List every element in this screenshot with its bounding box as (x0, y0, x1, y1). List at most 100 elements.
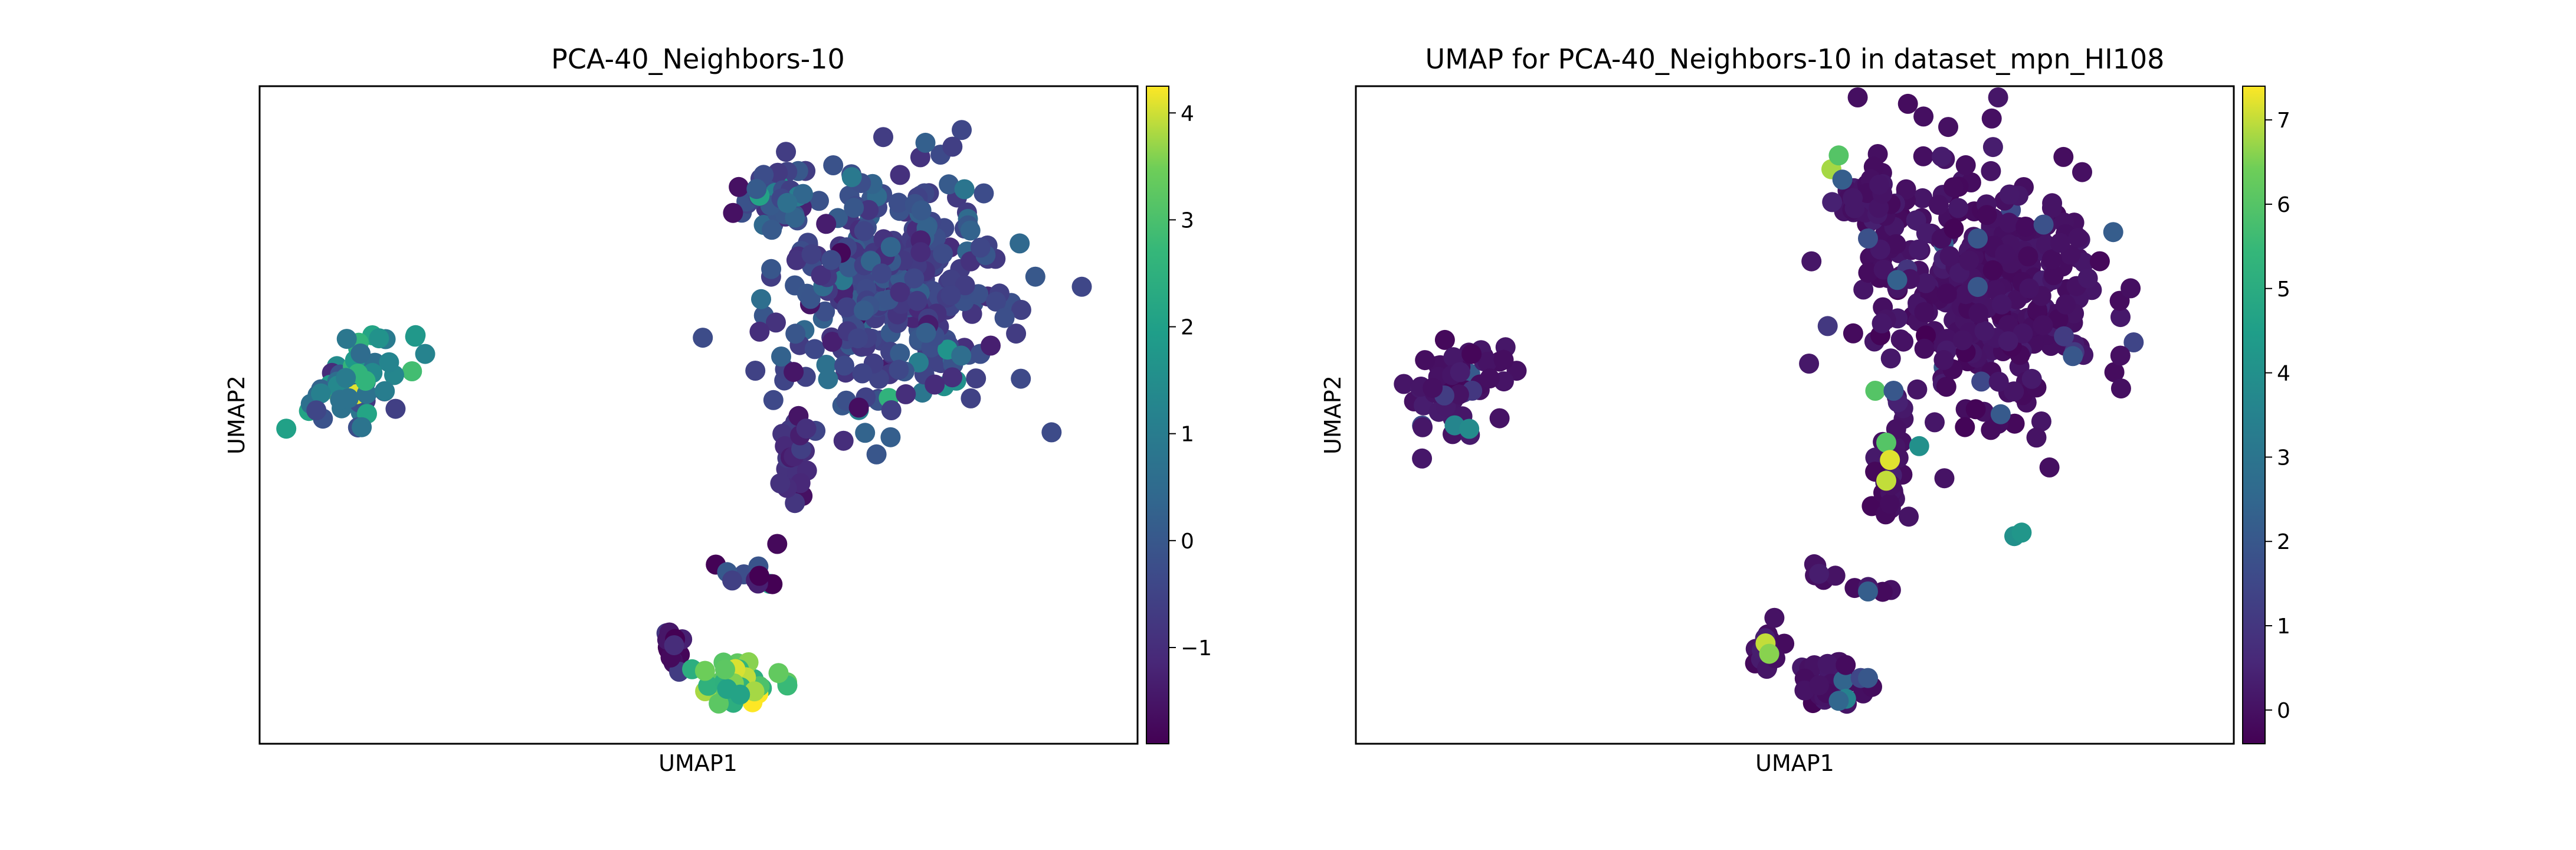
scatter-point (818, 369, 838, 390)
scatter-point (1843, 323, 1863, 344)
scatter-point (1858, 263, 1879, 283)
scatter-point (854, 300, 874, 321)
colorbar-tick-label: 6 (2277, 193, 2290, 217)
scatter-point-highlight (2033, 214, 2054, 235)
scatter-point (2041, 249, 2062, 270)
scatter-point (1041, 422, 1062, 443)
scatter-point (336, 368, 356, 388)
scatter-point (940, 285, 961, 306)
scatter-point (890, 165, 910, 185)
scatter-point (844, 198, 864, 218)
scatter-point (1896, 179, 1916, 200)
scatter-point (767, 534, 788, 554)
scatter-point (1071, 276, 1092, 297)
scatter-point (1872, 313, 1892, 334)
scatter-point (785, 207, 805, 228)
scatter-point (355, 371, 376, 391)
scatter-point (1982, 260, 2003, 280)
scatter-point (1448, 384, 1469, 405)
scatter-point (1999, 184, 2020, 205)
colorbar-tick-label: 0 (2277, 699, 2290, 723)
panel-1-colorbar: −1 0 1 2 3 4 (1146, 86, 1212, 744)
panel-1-ylabel: UMAP2 (224, 375, 250, 455)
scatter-point (800, 289, 821, 309)
colorbar-tick-label: 4 (2277, 362, 2290, 386)
panel-2-frame (1355, 85, 2235, 745)
scatter-point (2089, 251, 2110, 272)
scatter-point (1959, 250, 1979, 271)
scatter-point (1998, 331, 2018, 352)
scatter-point (2110, 378, 2131, 399)
panel-1-frame (258, 85, 1139, 745)
scatter-point (848, 328, 869, 349)
panel-1-xlabel: UMAP1 (658, 750, 738, 776)
scatter-point-highlight (1828, 691, 1849, 711)
colorbar-tick-label: 3 (2277, 446, 2290, 470)
scatter-point (848, 397, 869, 418)
scatter-point (2004, 381, 2024, 402)
scatter-point-highlight (1883, 381, 1904, 401)
scatter-point-highlight (2011, 522, 2032, 543)
scatter-point (2110, 307, 2131, 328)
scatter-point (904, 268, 925, 289)
scatter-point (1415, 350, 1436, 371)
scatter-point (966, 368, 987, 389)
scatter-point-highlight (1832, 169, 1853, 190)
scatter-point (715, 659, 735, 680)
scatter-point (822, 332, 843, 352)
scatter-point (746, 179, 767, 200)
scatter-point (1879, 493, 1900, 514)
scatter-point (1916, 273, 1936, 293)
scatter-point (1479, 368, 1500, 389)
panel-1-points (276, 120, 1092, 714)
colorbar-tick-label: 5 (2277, 277, 2290, 302)
scatter-point (834, 355, 854, 376)
scatter-point-highlight (1459, 419, 1480, 439)
scatter-point (2018, 246, 2038, 267)
scatter-point (1833, 670, 1854, 691)
scatter-point (890, 282, 910, 302)
scatter-point (2015, 217, 2036, 237)
scatter-point-highlight (1876, 432, 1896, 453)
scatter-point (889, 359, 909, 380)
scatter-point (664, 635, 684, 656)
scatter-point (942, 136, 963, 157)
scatter-point (777, 192, 798, 213)
scatter-point (1913, 106, 1934, 127)
scatter-point (385, 398, 406, 419)
scatter-point (2033, 315, 2053, 335)
scatter-point (785, 323, 806, 344)
scatter-point (310, 383, 331, 404)
scatter-point (729, 176, 749, 197)
scatter-point (1998, 315, 2018, 335)
scatter-point (402, 361, 422, 381)
scatter-point (2121, 278, 2141, 299)
scatter-point (1461, 344, 1482, 364)
scatter-point (880, 427, 901, 447)
panel-1-title: PCA-40_Neighbors-10 (551, 43, 845, 75)
scatter-point (961, 388, 981, 408)
panel-2-colorbar-gradient (2242, 86, 2266, 744)
scatter-point (749, 565, 769, 586)
scatter-point (1931, 146, 1952, 167)
scatter-point (379, 352, 399, 372)
scatter-point (415, 344, 435, 364)
panel-1-colorbar-ticks: −1 0 1 2 3 4 (1169, 102, 1212, 661)
scatter-point (1869, 175, 1890, 195)
scatter-point (1893, 331, 1914, 352)
scatter-point (1799, 354, 1820, 374)
scatter-point (751, 289, 771, 309)
scatter-point-highlight (1858, 581, 1878, 601)
colorbar-tick-label: 1 (2277, 614, 2290, 639)
panel-2: UMAP for PCA-40_Neighbors-10 in dataset_… (1320, 43, 2290, 776)
scatter-point (1981, 161, 2001, 181)
scatter-point (1913, 146, 1933, 166)
scatter-point (1938, 117, 1958, 138)
scatter-point (823, 155, 844, 175)
scatter-point (1995, 244, 2015, 264)
scatter-point (1988, 87, 2008, 107)
colorbar-tick-label: 0 (1181, 529, 1194, 554)
panel-2-xlabel: UMAP1 (1755, 750, 1834, 776)
colorbar-tick-label: 2 (2277, 530, 2290, 554)
scatter-point (1817, 316, 1838, 336)
